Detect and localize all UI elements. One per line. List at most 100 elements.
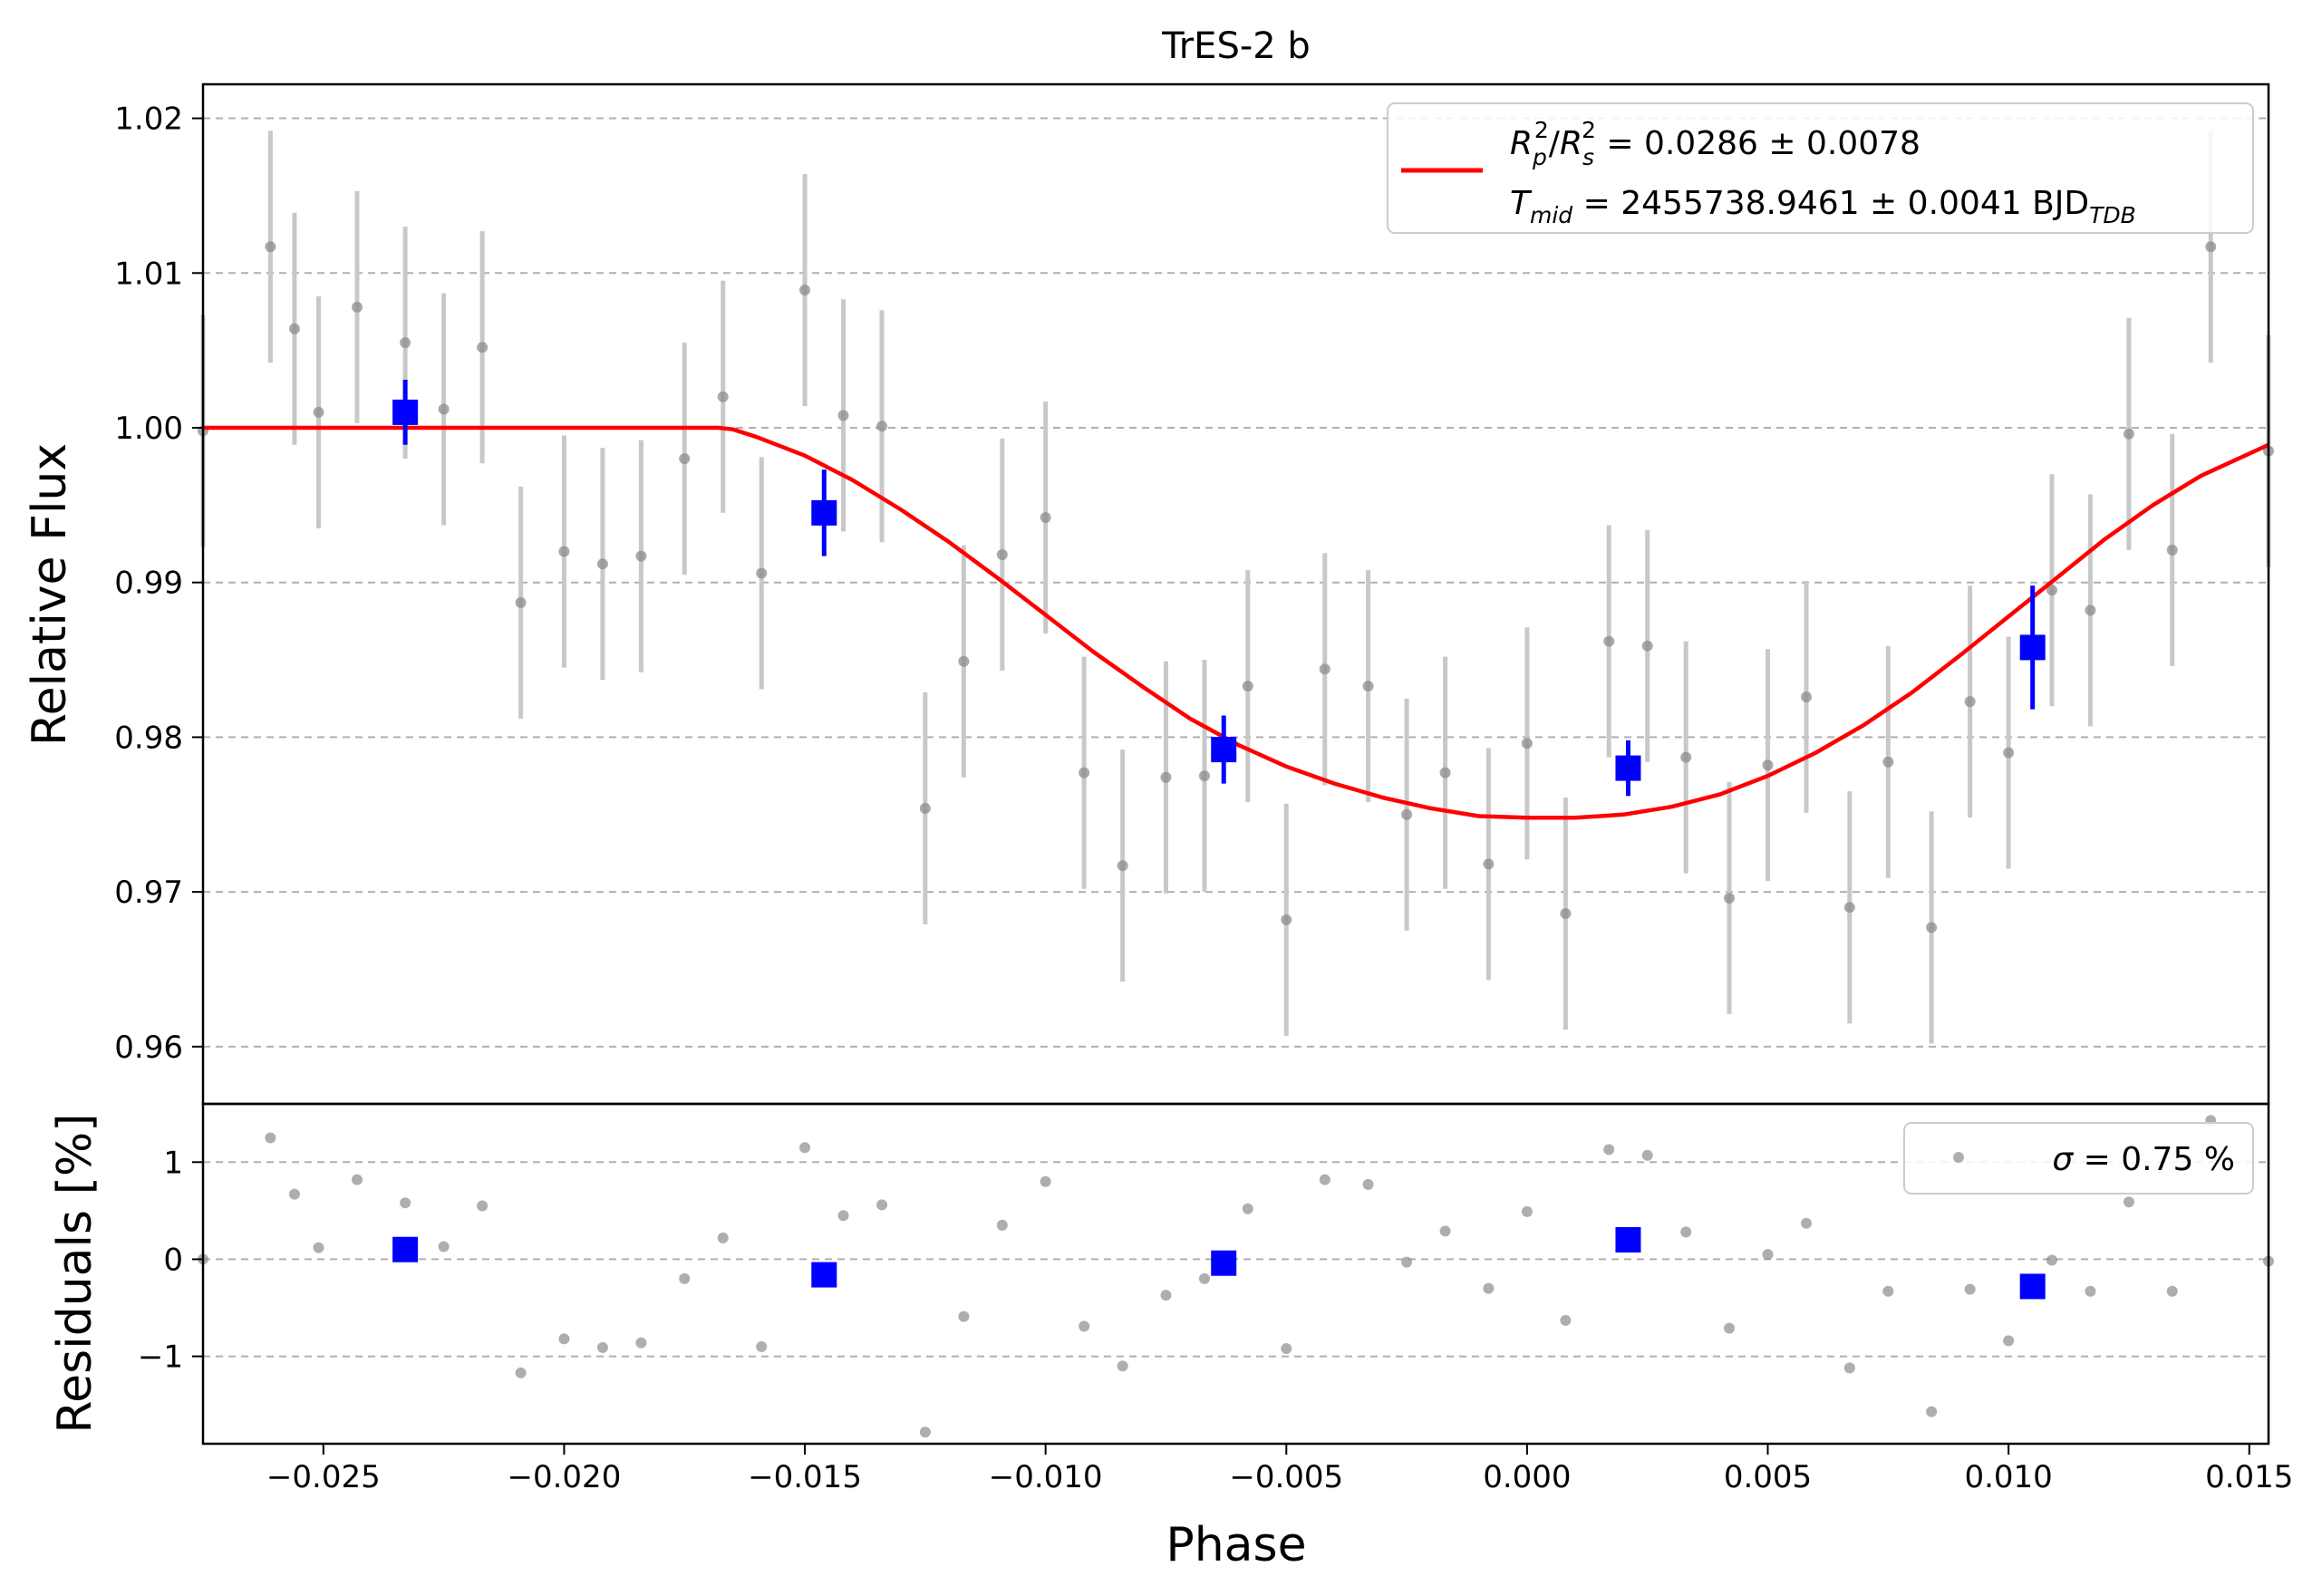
raw-point <box>2003 747 2015 759</box>
residual-point <box>1801 1217 1813 1229</box>
raw-point <box>596 558 608 570</box>
residual-point <box>596 1341 608 1353</box>
binned-residual-point <box>2019 1273 2046 1300</box>
raw-point <box>1198 770 1210 782</box>
top-legend-box <box>1387 102 2254 234</box>
raw-point <box>2205 241 2217 253</box>
raw-point <box>635 550 647 562</box>
raw-point <box>1401 808 1413 820</box>
x-tick-label: 0.015 <box>2205 1459 2293 1495</box>
bottom-y-tick-label: 0 <box>163 1242 183 1278</box>
raw-point <box>1882 756 1894 768</box>
top-panel-y-ticks: 0.96 0.97 0.98 0.99 1.00 1.01 1.02 <box>114 102 203 1066</box>
residual-point <box>1843 1362 1855 1374</box>
x-axis-label: Phase <box>1166 1518 1306 1572</box>
raw-point <box>1680 751 1692 763</box>
x-tick-label: 0.010 <box>1964 1459 2052 1495</box>
residual-point <box>1281 1343 1292 1354</box>
raw-point <box>679 453 691 465</box>
residual-point <box>1160 1290 1172 1301</box>
residual-point <box>1521 1205 1533 1217</box>
residual-point <box>1964 1283 1976 1295</box>
residual-point <box>351 1174 363 1185</box>
raw-point <box>1439 767 1451 779</box>
top-y-tick-label: 1.02 <box>114 102 183 138</box>
residual-point <box>919 1427 931 1438</box>
top-y-tick-label: 0.96 <box>114 1030 183 1066</box>
residual-point <box>558 1333 570 1345</box>
bottom-y-tick-label: 1 <box>163 1145 183 1181</box>
raw-point <box>1843 902 1855 914</box>
bottom-panel-frame <box>201 1102 2270 1446</box>
residual-point <box>1319 1174 1330 1185</box>
x-tick-label: 0.005 <box>1724 1459 1812 1495</box>
bottom-panel-y-ticks: −1 0 1 <box>138 1145 203 1376</box>
raw-point <box>313 406 324 418</box>
residual-point <box>1483 1282 1495 1294</box>
bottom-y-tick-label: −1 <box>138 1340 183 1376</box>
residual-point <box>756 1340 768 1352</box>
residual-point <box>265 1132 276 1144</box>
top-y-tick-label: 0.99 <box>114 566 183 602</box>
bottom-legend-box <box>1903 1122 2254 1195</box>
raw-point <box>1641 640 1653 652</box>
raw-point <box>1560 908 1572 920</box>
raw-point <box>1079 767 1090 779</box>
residual-point <box>1040 1175 1051 1187</box>
top-y-tick-label: 0.97 <box>114 875 183 911</box>
bottom-legend: σ = 0.75 % <box>1903 1122 2254 1195</box>
residual-point <box>2085 1285 2096 1297</box>
bottom-panel-residual-points <box>198 1115 2274 1438</box>
residual-point <box>1724 1322 1736 1334</box>
raw-point <box>2166 544 2178 556</box>
raw-point <box>1117 860 1128 872</box>
x-tick-label: −0.020 <box>508 1459 622 1495</box>
top-legend-line1: Rp2/Rs2 = 0.0286 ± 0.0078 <box>1510 117 1920 170</box>
residual-point <box>1117 1360 1128 1372</box>
residual-point <box>1439 1225 1451 1237</box>
binned-point <box>2019 634 2046 661</box>
top-panel-model-curve <box>203 425 2269 820</box>
raw-point <box>837 410 849 421</box>
top-legend-line2: Tmid = 2455738.9461 ± 0.0041 BJDTDB <box>1510 185 2136 228</box>
raw-point <box>1483 858 1495 870</box>
residual-point <box>1242 1203 1253 1214</box>
binned-residual-point <box>1615 1227 1641 1253</box>
residual-point <box>438 1241 450 1253</box>
residual-point <box>1762 1249 1774 1261</box>
binned-residual-point <box>392 1236 419 1262</box>
raw-point <box>1319 663 1330 675</box>
raw-point <box>1724 892 1736 904</box>
binned-residual-point <box>1211 1250 1237 1276</box>
residual-point <box>1882 1285 1894 1297</box>
raw-point <box>1362 681 1374 692</box>
raw-point <box>2123 428 2134 440</box>
raw-point <box>2046 585 2057 596</box>
bottom-legend-text: σ = 0.75 % <box>2052 1141 2235 1178</box>
raw-point <box>265 241 276 253</box>
raw-point <box>1040 511 1051 523</box>
raw-point <box>2085 605 2096 616</box>
x-tick-label: 0.000 <box>1483 1459 1571 1495</box>
raw-point <box>477 342 489 353</box>
residual-point <box>515 1367 527 1378</box>
raw-point <box>876 421 888 432</box>
raw-point <box>1281 914 1292 925</box>
raw-point <box>1762 759 1774 771</box>
residual-point <box>2123 1196 2134 1208</box>
bottom-panel-binned-points <box>392 1227 2046 1300</box>
raw-point <box>1160 771 1172 783</box>
raw-point <box>400 337 411 349</box>
raw-point <box>717 391 729 402</box>
residual-point <box>2003 1335 2015 1347</box>
x-tick-label: −0.025 <box>266 1459 381 1495</box>
raw-point <box>1926 922 1938 933</box>
residual-point <box>837 1210 849 1222</box>
residual-point <box>313 1242 324 1253</box>
model-curve <box>203 425 2269 820</box>
binned-point <box>811 499 837 526</box>
residual-point <box>288 1188 300 1200</box>
top-y-tick-label: 1.00 <box>114 411 183 447</box>
